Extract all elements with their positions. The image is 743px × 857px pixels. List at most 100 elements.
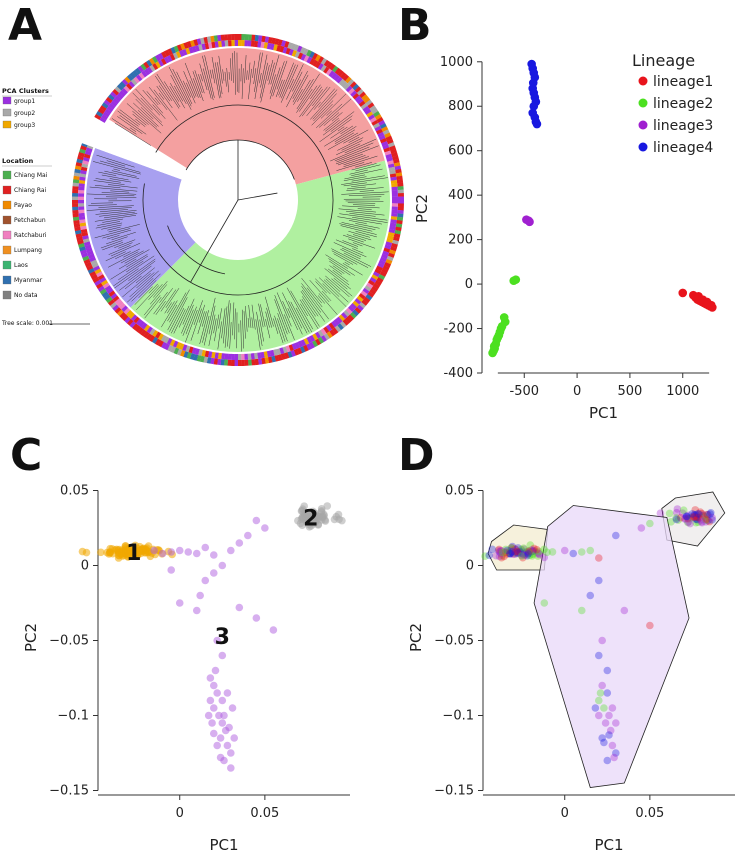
outer-ring-segment (112, 304, 120, 312)
tree-leaf-branch (323, 279, 349, 303)
data-point (516, 549, 525, 558)
inner-ring-segment (340, 312, 348, 319)
outer-ring-segment (347, 78, 355, 86)
outer-ring-segment (76, 158, 84, 164)
outer-ring-segment (395, 172, 403, 177)
y-tick-label: 0.05 (60, 484, 89, 499)
data-point (691, 506, 700, 514)
inner-ring-segment (379, 256, 387, 263)
inner-ring-segment (178, 343, 185, 350)
inner-ring-segment (81, 231, 89, 237)
tree-leaf-branch (229, 322, 232, 349)
outer-ring-segment (121, 314, 129, 322)
location-swatch (2, 275, 12, 285)
data-point (519, 544, 528, 552)
inner-ring-segment (354, 95, 362, 102)
data-point (693, 515, 701, 524)
inner-ring-segment (93, 265, 101, 272)
data-point (690, 513, 699, 521)
inner-ring-segment (80, 225, 87, 230)
outer-ring-segment (116, 309, 124, 317)
tree-leaf-branch (101, 224, 122, 230)
tree-leaf-branch (276, 60, 288, 90)
outer-ring-segment (101, 291, 109, 298)
tree-leaf-branch (346, 210, 385, 216)
outer-ring-segment (103, 99, 111, 106)
inner-ring-segment (114, 298, 122, 305)
legend-label: lineage2 (653, 96, 713, 112)
legend-label: lineage4 (653, 140, 713, 156)
data-point (679, 506, 688, 514)
data-point (520, 551, 529, 560)
tree-leaf-branch (192, 78, 201, 98)
data-point (543, 548, 551, 557)
data-point (526, 541, 535, 549)
outer-ring-segment (296, 347, 303, 355)
tree-leaf-branch (259, 72, 262, 84)
data-point (518, 548, 527, 556)
outer-ring-segment (241, 359, 245, 366)
data-point (201, 543, 210, 552)
inner-ring-segment (172, 340, 179, 348)
tree-leaf-branch (301, 286, 322, 313)
tree-leaf-branch (132, 110, 149, 125)
outer-ring-segment (331, 327, 339, 335)
inner-ring-segment (146, 66, 153, 74)
inner-ring-segment (204, 350, 210, 358)
data-point (684, 518, 693, 526)
outer-ring-segment (296, 45, 303, 53)
data-point (144, 542, 153, 550)
data-point (525, 548, 533, 557)
tree-leaf-branch (327, 132, 359, 150)
data-point (235, 603, 244, 612)
tree-leaf-branch (344, 174, 366, 180)
data-point (525, 547, 533, 556)
tree-leaf-branch (306, 287, 323, 308)
data-point (527, 546, 536, 554)
location-label: Lumpang (14, 247, 42, 254)
inner-ring-segment (123, 85, 131, 93)
data-point (497, 553, 506, 562)
tree-leaf-branch (110, 242, 141, 257)
data-point (517, 552, 526, 560)
tree-leaf-branch (117, 110, 139, 127)
data-point (686, 519, 694, 528)
outer-ring-segment (396, 216, 404, 221)
outer-ring-segment (206, 36, 212, 43)
outer-ring-segment (384, 132, 392, 139)
outer-ring-segment (151, 336, 158, 344)
inner-ring-segment (163, 336, 170, 344)
data-point (227, 749, 235, 757)
location-label: Chiang Mai (14, 172, 48, 179)
tree-leaf-branch (154, 97, 161, 105)
tree-leaf-branch (258, 303, 264, 328)
data-point (705, 517, 714, 526)
inner-ring-segment (234, 353, 238, 360)
tree-leaf-branch (159, 291, 168, 303)
outer-ring-segment (217, 358, 222, 366)
data-point (175, 546, 184, 555)
tree-leaf-branch (341, 177, 388, 185)
pca-plot-lineage: -400 -200 0 200 400 600 800 1000 -500 0 500 1000 PC1… (413, 51, 717, 422)
data-point (103, 548, 111, 557)
tree-leaf-branch (268, 62, 275, 85)
tree-leaf-branch (244, 55, 247, 84)
tree-leaf-branch (343, 176, 367, 182)
inner-ring-segment (390, 216, 398, 221)
tree-leaf-branch (158, 92, 165, 100)
tree-leaf-branch (251, 304, 256, 330)
outer-ring-segment (103, 293, 111, 301)
inner-ring-segment (175, 51, 182, 59)
tree-leaf-branch (299, 85, 318, 112)
inner-ring-segment (336, 76, 343, 84)
inner-ring-segment (114, 95, 122, 102)
inner-ring-segment (294, 51, 301, 59)
inner-ring-segment (130, 314, 138, 322)
tree-leaf-branch (114, 258, 156, 289)
inner-ring-segment (336, 316, 343, 324)
inner-ring-segment (328, 70, 335, 78)
data-point (523, 549, 531, 557)
data-point (702, 518, 710, 526)
tree-leaf-branch (351, 175, 385, 182)
tree-leaf-branch (346, 234, 367, 241)
